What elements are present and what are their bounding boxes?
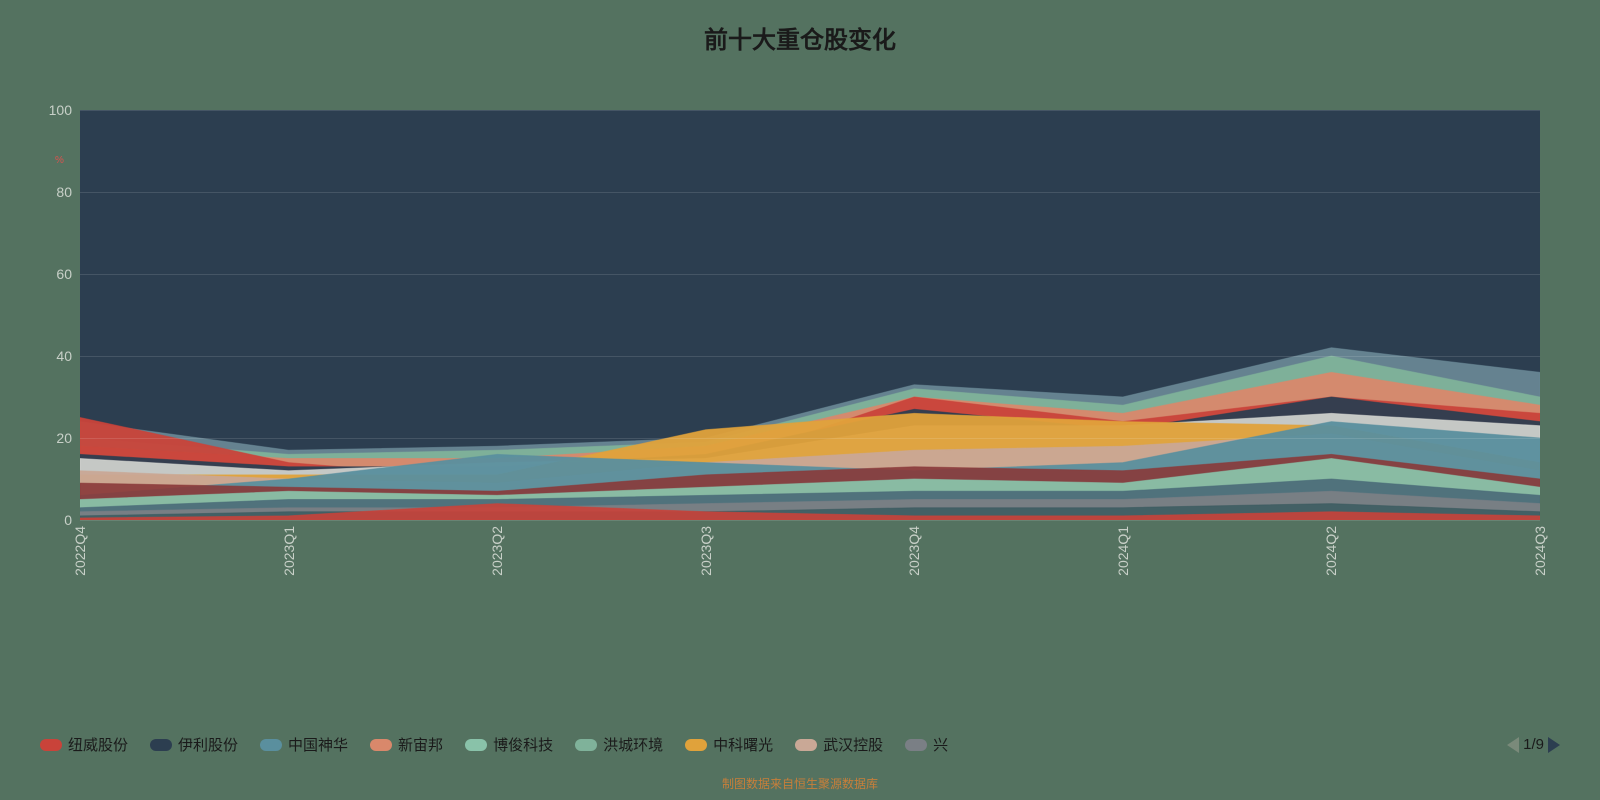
legend-swatch bbox=[150, 739, 172, 751]
legend-item[interactable]: 伊利股份 bbox=[150, 734, 238, 755]
legend-label: 纽威股份 bbox=[68, 734, 128, 755]
x-tick-label: 2023Q1 bbox=[281, 526, 297, 576]
y-tick-label: 0 bbox=[64, 512, 72, 528]
data-source-footer: 制图数据来自恒生聚源数据库 bbox=[0, 775, 1600, 792]
legend-swatch bbox=[905, 739, 927, 751]
y-tick-label: 60 bbox=[56, 266, 72, 282]
x-tick-label: 2023Q4 bbox=[906, 526, 922, 576]
pager-prev-icon[interactable] bbox=[1507, 737, 1519, 753]
legend-label: 新宙邦 bbox=[398, 734, 443, 755]
legend-label: 博俊科技 bbox=[493, 734, 553, 755]
y-tick-label: 40 bbox=[56, 348, 72, 364]
legend-label: 中科曙光 bbox=[713, 734, 773, 755]
y-tick-label: 80 bbox=[56, 184, 72, 200]
legend: 纽威股份 伊利股份 中国神华 新宙邦 博俊科技 洪城环境 中科曙光 武汉控股 兴 1/9 bbox=[40, 734, 1560, 755]
gridline bbox=[80, 110, 1540, 111]
x-tick-label: 2024Q2 bbox=[1323, 526, 1339, 576]
legend-item[interactable]: 博俊科技 bbox=[465, 734, 553, 755]
chart-area: % 0 20 40 60 80 100 2022Q4 2023Q1 2023Q2 2023Q3 20… bbox=[50, 100, 1550, 620]
legend-item[interactable]: 新宙邦 bbox=[370, 734, 443, 755]
legend-label: 武汉控股 bbox=[823, 734, 883, 755]
y-tick-label: 100 bbox=[49, 102, 72, 118]
legend-swatch bbox=[260, 739, 282, 751]
area-series-svg bbox=[80, 110, 1540, 520]
x-tick-label: 2022Q4 bbox=[72, 526, 88, 576]
legend-label: 伊利股份 bbox=[178, 734, 238, 755]
y-axis-unit: % bbox=[55, 155, 64, 166]
legend-label: 兴 bbox=[933, 734, 948, 755]
legend-item[interactable]: 洪城环境 bbox=[575, 734, 663, 755]
legend-swatch bbox=[465, 739, 487, 751]
chart-title: 前十大重仓股变化 bbox=[0, 0, 1600, 55]
gridline bbox=[80, 520, 1540, 521]
legend-swatch bbox=[370, 739, 392, 751]
gridline bbox=[80, 192, 1540, 193]
legend-swatch bbox=[795, 739, 817, 751]
x-tick-label: 2023Q2 bbox=[489, 526, 505, 576]
y-tick-label: 20 bbox=[56, 430, 72, 446]
legend-swatch bbox=[40, 739, 62, 751]
legend-item[interactable]: 兴 bbox=[905, 734, 948, 755]
pager-next-icon[interactable] bbox=[1548, 737, 1560, 753]
legend-label: 中国神华 bbox=[288, 734, 348, 755]
gridline bbox=[80, 356, 1540, 357]
legend-item[interactable]: 中科曙光 bbox=[685, 734, 773, 755]
gridline bbox=[80, 438, 1540, 439]
legend-swatch bbox=[575, 739, 597, 751]
gridline bbox=[80, 274, 1540, 275]
legend-item[interactable]: 武汉控股 bbox=[795, 734, 883, 755]
pager-label: 1/9 bbox=[1523, 736, 1544, 753]
legend-label: 洪城环境 bbox=[603, 734, 663, 755]
x-tick-label: 2024Q3 bbox=[1532, 526, 1548, 576]
legend-item[interactable]: 中国神华 bbox=[260, 734, 348, 755]
x-tick-label: 2023Q3 bbox=[698, 526, 714, 576]
legend-swatch bbox=[685, 739, 707, 751]
plot-background: % 0204060801002022Q42023Q12023Q22023Q320… bbox=[80, 110, 1540, 520]
legend-item[interactable]: 纽威股份 bbox=[40, 734, 128, 755]
legend-pager: 1/9 bbox=[1507, 736, 1560, 753]
x-tick-label: 2024Q1 bbox=[1115, 526, 1131, 576]
